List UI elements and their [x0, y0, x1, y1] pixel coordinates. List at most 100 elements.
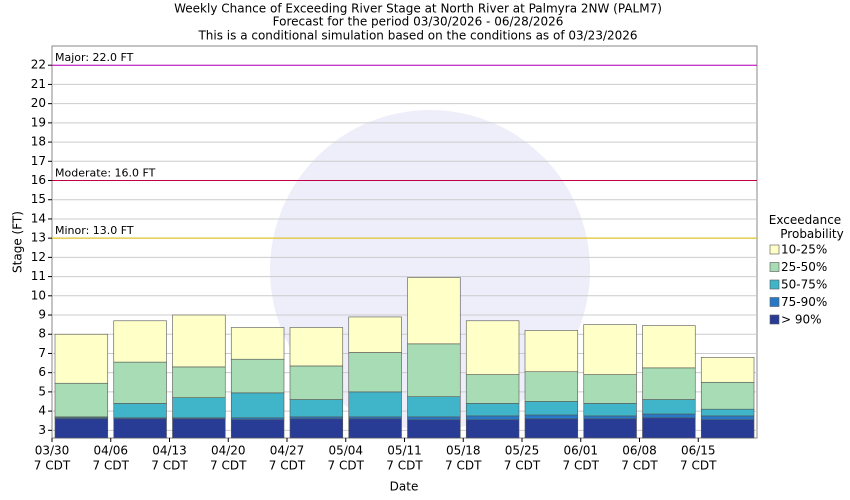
y-tick-label: 3 — [38, 423, 46, 437]
bar-segment — [642, 413, 696, 419]
y-tick-label: 21 — [31, 77, 46, 91]
chart-note: This is a conditional simulation based o… — [197, 29, 637, 43]
legend-swatch — [769, 297, 780, 307]
bar-segment — [407, 416, 461, 421]
x-tick-label: 05/11 — [387, 444, 422, 458]
bar-segment — [465, 415, 520, 421]
bar-segment — [172, 314, 226, 368]
bar-segment — [113, 361, 167, 404]
x-tick-label: 05/18 — [446, 444, 481, 458]
bar-segment — [524, 401, 579, 416]
x-tick-time: 7 CDT — [93, 459, 130, 473]
bar-segment — [465, 320, 520, 375]
bar-segment — [54, 333, 109, 384]
y-tick-label: 7 — [38, 346, 46, 360]
bar-segment — [407, 396, 461, 418]
x-tick-label: 05/04 — [328, 444, 363, 458]
legend-label: 50-75% — [781, 278, 827, 292]
x-tick-label: 06/01 — [563, 444, 598, 458]
bar-segment — [289, 327, 344, 367]
legend-title: Exceedance Probability — [769, 213, 844, 241]
x-tick-time: 7 CDT — [151, 459, 188, 473]
x-tick-time: 7 CDT — [34, 459, 71, 473]
bar-segment — [583, 415, 637, 420]
bar-segment — [348, 391, 402, 418]
x-tick-label: 03/30 — [35, 444, 70, 458]
bar-segment — [407, 277, 461, 345]
bar-segment — [642, 367, 696, 400]
bar-segment — [642, 417, 696, 439]
bar-segment — [113, 418, 167, 439]
x-tick-time: 7 CDT — [269, 459, 306, 473]
x-tick-time: 7 CDT — [504, 459, 541, 473]
bar-segment — [230, 392, 285, 419]
bar-segment — [172, 418, 226, 439]
flood-stage-label: Major: 22.0 FT — [55, 51, 134, 64]
y-tick-label: 11 — [31, 269, 46, 283]
y-tick-label: 22 — [31, 58, 46, 72]
x-tick-time: 7 CDT — [386, 459, 423, 473]
bar-segment — [289, 365, 344, 400]
y-tick-label: 18 — [31, 135, 46, 149]
x-tick-time: 7 CDT — [621, 459, 658, 473]
legend-swatch — [769, 314, 780, 325]
bar-segment — [230, 327, 285, 360]
bar-segment — [642, 399, 696, 415]
bar-segment — [700, 408, 755, 417]
bar-segment — [230, 358, 285, 394]
x-tick-label: 04/06 — [93, 444, 128, 458]
y-tick-label: 16 — [31, 173, 46, 187]
bar-segment — [289, 399, 344, 418]
bar-segment — [348, 352, 402, 393]
bar-segment — [583, 324, 637, 375]
bar-segment — [172, 397, 226, 419]
x-tick-label: 06/15 — [681, 444, 716, 458]
bar-segment — [407, 343, 461, 397]
bar-segment — [113, 403, 167, 419]
x-tick-label: 04/13 — [152, 444, 187, 458]
legend-label: 10-25% — [781, 243, 827, 257]
y-tick-label: 19 — [31, 115, 46, 129]
x-tick-time: 7 CDT — [680, 459, 717, 473]
bar-segment — [700, 356, 755, 383]
bar-segment — [407, 419, 461, 439]
bar-segment — [54, 382, 109, 418]
x-tick-time: 7 CDT — [563, 459, 600, 473]
bar-segment — [700, 419, 755, 439]
chart-title: Weekly Chance of Exceeding River Stage a… — [174, 2, 662, 16]
bar-segment — [465, 374, 520, 404]
legend-swatch — [769, 279, 780, 290]
bar-segment — [524, 418, 579, 439]
y-tick-label: 9 — [38, 308, 46, 322]
x-tick-label: 04/20 — [211, 444, 246, 458]
x-tick-label: 04/27 — [270, 444, 305, 458]
y-tick-label: 10 — [31, 288, 46, 302]
y-tick-label: 4 — [38, 404, 46, 418]
legend-label: 75-90% — [781, 295, 827, 309]
legend-label: > 90% — [781, 313, 822, 327]
y-tick-label: 8 — [38, 327, 46, 341]
bar-segment — [642, 325, 696, 369]
bar-segment — [524, 371, 579, 402]
y-tick-label: 20 — [31, 96, 46, 110]
y-tick-label: 14 — [31, 211, 46, 225]
y-tick-label: 6 — [38, 365, 46, 379]
x-tick-time: 7 CDT — [210, 459, 247, 473]
bar-segment — [465, 403, 520, 417]
bar-segment — [583, 403, 637, 417]
y-tick-label: 12 — [31, 250, 46, 264]
bar-segment — [524, 330, 579, 373]
y-tick-label: 13 — [31, 231, 46, 245]
legend-swatch — [769, 262, 780, 272]
bar-segment — [524, 414, 579, 420]
legend-swatch — [769, 244, 780, 255]
y-tick-label: 5 — [38, 384, 46, 398]
bar-segment — [230, 419, 285, 439]
x-tick-label: 06/08 — [622, 444, 657, 458]
bar-segment — [465, 419, 520, 439]
bar-segment — [348, 418, 402, 439]
chart-subtitle: Forecast for the period 03/30/2026 - 06/… — [273, 15, 564, 29]
bar-segment — [348, 316, 402, 353]
legend-label: 25-50% — [781, 260, 827, 274]
